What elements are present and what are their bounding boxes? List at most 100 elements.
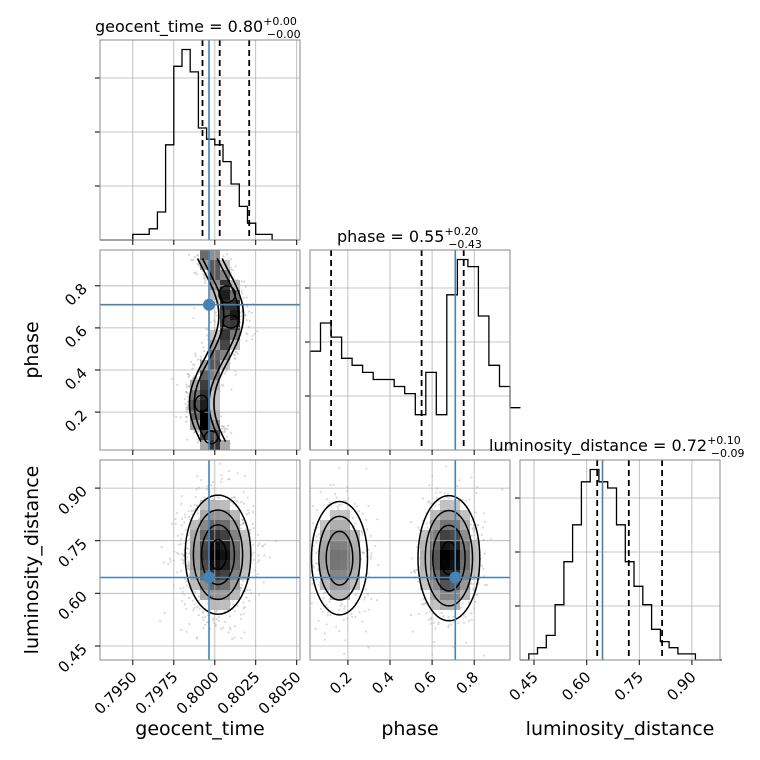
density-cell-phase-distance	[340, 560, 350, 570]
sample-point-geocent-phase	[186, 395, 189, 398]
density-cell-phase-distance	[320, 580, 330, 590]
sample-point-phase-distance	[483, 654, 486, 657]
sample-point-phase-distance	[470, 534, 473, 537]
sample-point-geocent-phase	[186, 403, 189, 406]
sample-point-geocent-phase	[222, 425, 225, 428]
sample-point-geocent-distance	[239, 527, 243, 530]
sample-point-phase-distance	[475, 538, 479, 541]
sample-point-geocent-distance	[211, 480, 215, 484]
sample-point-geocent-distance	[233, 636, 236, 639]
sample-point-geocent-phase	[221, 384, 225, 387]
sample-point-geocent-distance	[184, 513, 187, 516]
sample-point-geocent-phase	[205, 334, 209, 337]
sample-point-geocent-distance	[195, 637, 199, 640]
sample-point-geocent-phase	[206, 328, 209, 331]
sample-point-geocent-distance	[220, 480, 223, 483]
sample-point-phase-distance	[315, 541, 318, 544]
sample-point-geocent-phase	[246, 333, 249, 336]
density-cell-phase-distance	[430, 510, 440, 520]
sample-point-geocent-distance	[186, 564, 189, 568]
density-cell-geocent-distance	[190, 560, 200, 570]
density-cell-phase-distance	[420, 540, 430, 550]
sample-point-phase-distance	[369, 534, 372, 537]
density-cell-phase-distance	[460, 510, 470, 520]
sample-point-geocent-distance	[195, 504, 199, 507]
sample-point-geocent-distance	[194, 503, 197, 506]
sample-point-phase-distance	[327, 589, 330, 593]
sample-point-phase-distance	[470, 618, 473, 621]
sample-point-geocent-phase	[192, 259, 195, 262]
sample-point-phase-distance	[335, 625, 338, 628]
sample-point-geocent-distance	[227, 631, 230, 634]
sample-point-geocent-distance	[241, 519, 245, 522]
sample-point-phase-distance	[410, 557, 413, 560]
density-cell-geocent-phase	[220, 440, 230, 450]
density-cell-geocent-distance	[190, 530, 200, 540]
density-cell-geocent-distance	[220, 580, 230, 590]
sample-point-geocent-phase	[203, 277, 206, 281]
sample-point-phase-distance	[476, 523, 479, 527]
density-cell-phase-distance	[330, 550, 340, 560]
contour-geocent-distance-0	[184, 494, 252, 616]
sample-point-phase-distance	[474, 511, 477, 514]
sample-point-phase-distance	[432, 641, 435, 644]
sample-point-geocent-phase	[196, 441, 199, 444]
sample-point-geocent-phase	[234, 350, 238, 353]
sample-point-geocent-phase	[171, 377, 174, 380]
sample-point-geocent-distance	[244, 475, 247, 478]
sample-point-geocent-distance	[179, 587, 182, 590]
sample-point-phase-distance	[459, 606, 462, 609]
panel-frame-geocent_time-phase	[99, 249, 301, 451]
sample-point-geocent-distance	[215, 623, 218, 626]
sample-point-geocent-phase	[236, 352, 239, 355]
sample-point-geocent-distance	[224, 620, 227, 624]
sample-point-phase-distance	[481, 564, 484, 567]
sample-point-geocent-distance	[229, 628, 232, 631]
sample-point-geocent-phase	[225, 370, 228, 373]
sample-point-phase-distance	[425, 612, 428, 615]
sample-point-geocent-distance	[197, 614, 200, 617]
sample-point-geocent-distance	[195, 488, 198, 491]
sample-point-phase-distance	[482, 567, 485, 570]
sample-point-phase-distance	[325, 498, 329, 501]
sample-point-phase-distance	[370, 555, 373, 558]
sample-point-geocent-distance	[257, 544, 260, 547]
sample-point-geocent-phase	[248, 319, 251, 322]
sample-point-phase-distance	[472, 588, 475, 591]
sample-point-geocent-distance	[215, 610, 218, 613]
sample-point-geocent-phase	[191, 363, 194, 366]
sample-point-geocent-phase	[188, 253, 191, 256]
xtick-label-phase: 0.4	[368, 668, 398, 698]
contour-geocent-phase-blob-3	[203, 430, 219, 445]
sample-point-geocent-distance	[188, 568, 191, 571]
density-cell-geocent-phase	[200, 380, 210, 390]
sample-point-geocent-phase	[222, 425, 225, 428]
sample-point-geocent-phase	[188, 374, 191, 377]
sample-point-phase-distance	[351, 615, 354, 619]
sample-point-geocent-distance	[214, 610, 218, 613]
sample-point-phase-distance	[469, 581, 473, 584]
density-cell-phase-distance	[320, 570, 330, 580]
sample-point-phase-distance	[320, 607, 323, 611]
title-luminosity-distance: luminosity_distance = 0.72+0.10 −0.09	[489, 434, 745, 460]
histogram-layer	[100, 48, 722, 661]
density-cell-phase-distance	[350, 570, 360, 580]
sample-point-geocent-phase	[232, 268, 235, 272]
density-cell-phase-distance	[440, 520, 450, 530]
xlabel-geocent-time: geocent_time	[135, 718, 264, 740]
sample-point-phase-distance	[354, 615, 357, 619]
density-cell-geocent-phase	[230, 340, 240, 350]
sample-point-geocent-phase	[240, 292, 243, 295]
sample-point-phase-distance	[452, 615, 455, 618]
sample-point-geocent-phase	[245, 332, 248, 335]
xtick-label-geocent_time: 0.7975	[132, 668, 182, 718]
density-cell-geocent-phase	[190, 380, 200, 390]
sample-point-geocent-phase	[230, 266, 233, 269]
histogram-phase	[309, 258, 521, 450]
sample-point-phase-distance	[351, 516, 355, 520]
density-cell-geocent-distance	[220, 510, 230, 520]
sample-point-geocent-distance	[182, 559, 185, 562]
sample-point-geocent-distance	[180, 628, 183, 632]
density-cell-phase-distance	[340, 550, 350, 560]
sample-point-geocent-phase	[223, 372, 226, 375]
